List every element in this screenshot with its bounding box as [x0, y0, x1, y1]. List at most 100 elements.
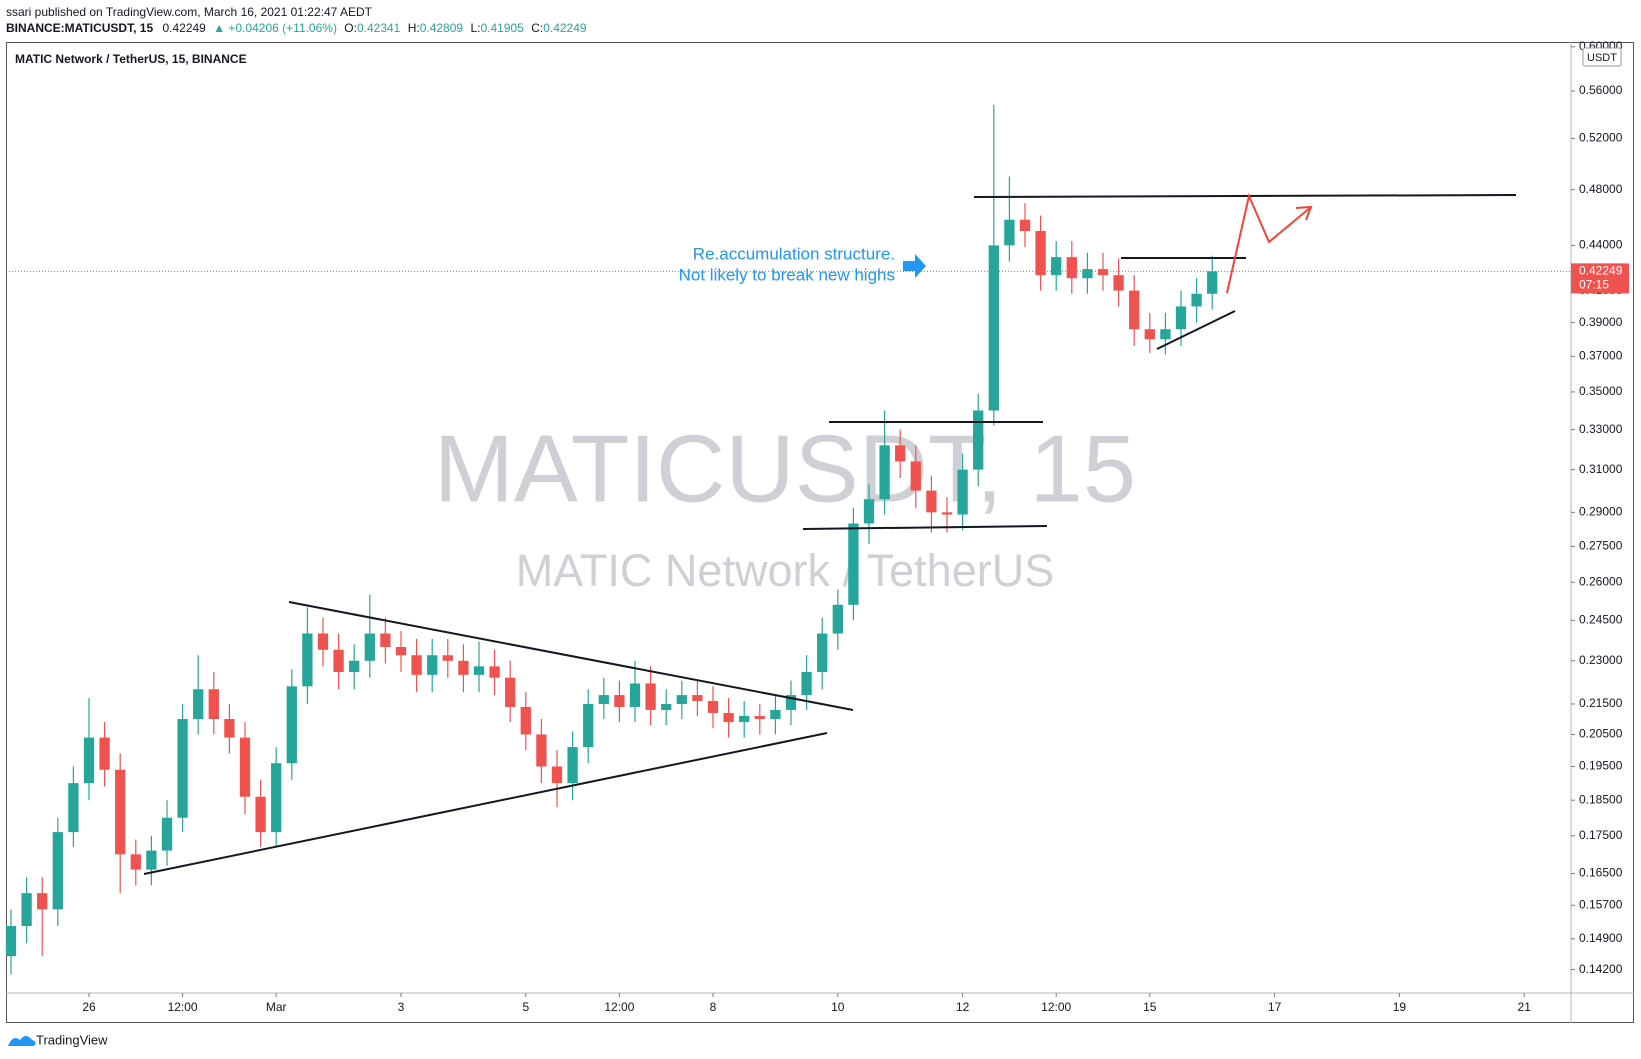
x-tick-label: 12:00: [1041, 1000, 1071, 1014]
candle-body: [661, 703, 672, 710]
y-tick-label: 0.17500: [1579, 828, 1623, 842]
x-tick-label: 17: [1268, 1000, 1282, 1014]
candle-body: [5, 926, 17, 957]
candle-body: [161, 817, 173, 851]
candle-body: [411, 655, 422, 675]
y-tick-label: 0.16500: [1579, 866, 1623, 880]
ohlc-value: 0.42341: [357, 21, 401, 35]
y-tick-label: 0.24500: [1579, 612, 1623, 626]
candle-body: [317, 633, 329, 650]
candle-body: [68, 783, 79, 833]
candle-body: [1035, 230, 1046, 276]
y-tick-label: 0.31000: [1579, 462, 1623, 476]
y-tick-label: 0.39000: [1579, 315, 1623, 329]
candle-body: [177, 719, 188, 818]
candle-body: [926, 490, 937, 513]
candle-body: [1066, 257, 1077, 279]
candle-body: [286, 686, 297, 764]
footer-logo: [8, 1036, 36, 1046]
candle-body: [1004, 219, 1015, 246]
x-tick-label: 19: [1393, 1000, 1407, 1014]
trend-line: [1156, 310, 1236, 350]
y-tick-label: 0.33000: [1579, 422, 1623, 436]
resistance-line: [973, 194, 1517, 198]
unit-box: [1582, 47, 1622, 67]
candle-body: [583, 703, 594, 748]
trend-line: [288, 601, 854, 711]
ohlc-label: L:: [470, 21, 480, 35]
annotation-arrow: [903, 254, 926, 278]
watermark: MATICUSDT, 15: [434, 415, 1136, 522]
x-tick-label: 26: [82, 1000, 96, 1014]
candle-body: [1019, 219, 1031, 231]
candle-body: [770, 709, 781, 720]
candle-body: [473, 666, 485, 675]
candle-body: [879, 445, 890, 500]
y-tick-label: 0.15700: [1579, 897, 1623, 911]
candle-body: [848, 523, 859, 605]
candle-body: [115, 769, 126, 855]
candle-body: [333, 649, 344, 673]
candle-body: [629, 683, 641, 707]
candle-body: [988, 245, 999, 411]
x-tick-label: 12:00: [604, 1000, 634, 1014]
candle-body: [707, 700, 719, 713]
candle-body: [957, 469, 968, 515]
candle-body: [37, 893, 48, 910]
candle-body: [52, 832, 63, 910]
candle-body: [645, 683, 656, 710]
candle-body: [239, 737, 251, 797]
watermark-subtitle: MATIC Network / TetherUS: [516, 545, 1054, 596]
ohlc-value: 0.42249: [543, 21, 587, 35]
candle-body: [1082, 269, 1093, 279]
candle-body: [739, 715, 750, 723]
ohlc-label: C:: [531, 21, 543, 35]
candle-body: [785, 695, 797, 710]
candle-body: [1207, 271, 1218, 294]
symbol: BINANCE:MATICUSDT, 15: [6, 21, 153, 35]
candle-body: [208, 689, 219, 720]
candle-body: [973, 410, 984, 470]
candle-body: [692, 695, 703, 701]
y-tick-label: 0.23000: [1579, 653, 1623, 667]
price: 0.42249: [162, 21, 206, 35]
candle-body: [551, 766, 563, 784]
candle-body: [255, 796, 266, 833]
chart-frame: [6, 42, 1634, 1023]
candle-body: [723, 712, 734, 723]
x-tick-label: 12: [956, 1000, 970, 1014]
candle-body: [1051, 257, 1062, 276]
candle-body: [193, 689, 204, 720]
candle-body: [676, 695, 687, 704]
countdown-label: 07:15: [1579, 278, 1609, 292]
candle-body: [520, 706, 531, 735]
drawings: [143, 192, 1517, 875]
y-tick-label: 0.14200: [1579, 962, 1623, 976]
trend-line: [143, 732, 828, 875]
candle-body: [99, 737, 110, 770]
ohlc-label: H:: [408, 21, 420, 35]
candle-body: [1191, 293, 1202, 307]
candle-body: [863, 499, 875, 524]
last-price-label: 0.42249: [1579, 264, 1623, 278]
y-tick-label: 0.27500: [1579, 539, 1623, 553]
candle-body: [1175, 306, 1187, 330]
candle-body: [458, 660, 469, 675]
y-tick-label: 0.21500: [1579, 696, 1623, 710]
x-tick-label: 10: [831, 1000, 845, 1014]
candle-body: [536, 734, 547, 767]
candle-body: [754, 715, 765, 720]
candle-body: [598, 695, 609, 704]
published-line: ssari published on TradingView.com, Marc…: [6, 5, 373, 19]
candle-body: [505, 677, 516, 707]
x-tick-label: 8: [710, 1000, 717, 1014]
annotation: Not likely to break new highs: [679, 265, 895, 284]
candle-body: [364, 633, 375, 661]
y-tick-label: 0.14900: [1579, 931, 1623, 945]
support-line: [802, 525, 1048, 530]
x-tick-label: Mar: [266, 1000, 287, 1014]
candle-body: [442, 655, 453, 661]
candle-body: [817, 633, 828, 673]
x-tick-label: 15: [1143, 1000, 1157, 1014]
